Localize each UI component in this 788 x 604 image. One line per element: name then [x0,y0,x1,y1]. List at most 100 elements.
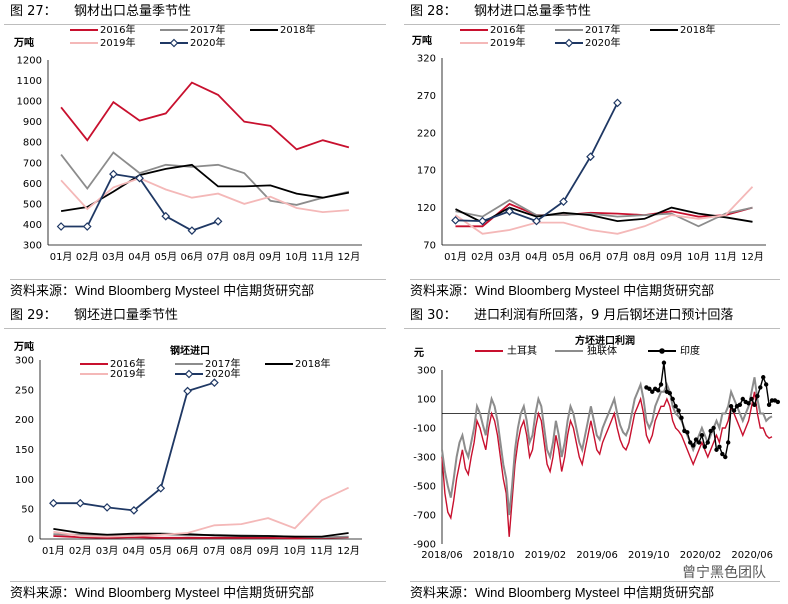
data-point [505,206,514,216]
data-point [82,222,92,231]
series-line-2016年 [53,535,349,540]
legend-label: 2019年 [100,36,135,49]
y-tick-label: 70 [423,241,436,252]
y-tick-label: 270 [417,91,436,102]
x-tick-label: 12月 [337,545,360,557]
legend-label: 2020年 [190,36,225,49]
data-point [451,215,460,225]
data-point [688,440,693,445]
legend-label: 2020年 [585,36,620,49]
data-point [532,216,541,226]
y-tick-label: -500 [413,482,436,493]
x-tick-label: 2018/06 [421,550,463,561]
series-line-2016年 [60,81,350,151]
x-tick-label: 01月 [50,251,73,263]
data-point [766,402,772,407]
data-point [613,98,622,108]
data-point [156,483,166,493]
series-line-印度 [646,362,779,459]
x-tick-label: 05月 [552,251,575,263]
x-tick-label: 06月 [181,251,204,263]
y-tick-label: 170 [417,166,436,177]
data-point [109,169,118,179]
x-tick-label: 08月 [233,251,256,263]
x-tick-label: 04月 [128,251,151,263]
y-tick-label: 1100 [17,76,42,87]
series-line-2019年 [454,186,754,235]
data-point [705,440,710,445]
data-point [725,440,731,445]
data-point [763,382,769,387]
x-tick-label: 12月 [741,251,764,263]
series-line-2016年 [455,202,753,228]
y-tick-label: -700 [413,511,436,522]
y-tick-label: 100 [417,395,436,406]
data-point [711,425,716,431]
x-tick-label: 09月 [257,545,280,557]
source-note: 资料来源：Wind Bloomberg Mysteel 中信期货研究部 [410,581,780,602]
y-tick-label: 220 [417,128,436,139]
data-point [650,389,655,394]
chart-title: 方坯进口利润 [575,334,635,347]
x-tick-label: 03月 [498,251,521,263]
legend-label: 2019年 [490,36,525,49]
data-point [102,503,112,512]
x-tick-label: 07月 [203,545,226,557]
x-tick-label: 07月 [207,251,230,263]
figure-number: 图 30： [410,308,457,323]
data-point [586,152,595,162]
data-point [685,430,690,435]
data-point [49,498,58,508]
data-point [161,211,171,221]
source-note: 资料来源：Wind Bloomberg Mysteel 中信期货研究部 [10,581,386,602]
data-point [696,440,702,445]
figure-number: 图 27： [10,4,57,19]
watermark: 曾宁黑色团队 [682,565,766,581]
x-tick-label: 08月 [230,545,253,557]
series-line-独联体 [441,377,773,516]
chart-export-seasonal: 万吨 300 400 500 600 700 800 900 1000 1100 1200 01月 02… [13,23,362,263]
data-point [658,382,664,387]
data-point [690,443,696,448]
y-axis-unit: 万吨 [13,340,34,353]
y-tick-label: 900 [23,117,42,128]
chart-billet-import-profit: 元 方坯进口利润 -900 -700 -500 -300 -100 100 300 2018/06… [413,334,781,561]
x-tick-label: 2019/02 [525,550,567,561]
y-tick-label: 100 [15,475,34,486]
legend-label: 土耳其 [507,344,537,357]
data-point [731,408,737,413]
data-point [559,197,568,206]
data-point [210,378,219,388]
x-tick-label: 02月 [76,251,99,263]
y-axis-unit: 万吨 [411,34,432,47]
legend-label: 2016年 [490,23,525,36]
x-tick-label: 05月 [154,251,177,263]
chart-import-seasonal: 万吨 70 120 170 220 270 320 01月 02月 03月 04月 05月 06月 07月… [411,23,766,263]
series-line-2020年 [455,102,619,223]
data-point [714,447,719,452]
series-line-2019年 [53,486,349,538]
legend-label: 2018年 [680,23,715,36]
data-point [758,385,763,390]
x-tick-label: 10月 [687,251,710,263]
y-tick-label: 120 [417,203,436,214]
figure-header: 图 30： 进口利润有所回落，9 月后钢坯进口预计回落 [404,304,780,329]
y-tick-label: -300 [413,453,436,464]
y-tick-label: 700 [23,158,42,169]
y-tick-label: 600 [23,179,42,190]
source-note: 资料来源：Wind Bloomberg Mysteel 中信期货研究部 [410,279,780,300]
data-point [655,388,661,393]
x-tick-label: 02月 [471,251,494,263]
series-line-2017年 [455,199,753,228]
series-line-2020年 [53,381,215,512]
x-tick-label: 06月 [176,545,199,557]
data-point [723,454,728,460]
chart-title: 钢坯进口 [170,344,210,357]
series-line-2020年 [61,173,219,232]
data-point [670,396,675,402]
data-point [740,396,745,402]
data-point [775,399,781,405]
y-tick-label: 50 [21,505,34,516]
data-point [752,402,757,407]
legend-marker [184,369,194,379]
